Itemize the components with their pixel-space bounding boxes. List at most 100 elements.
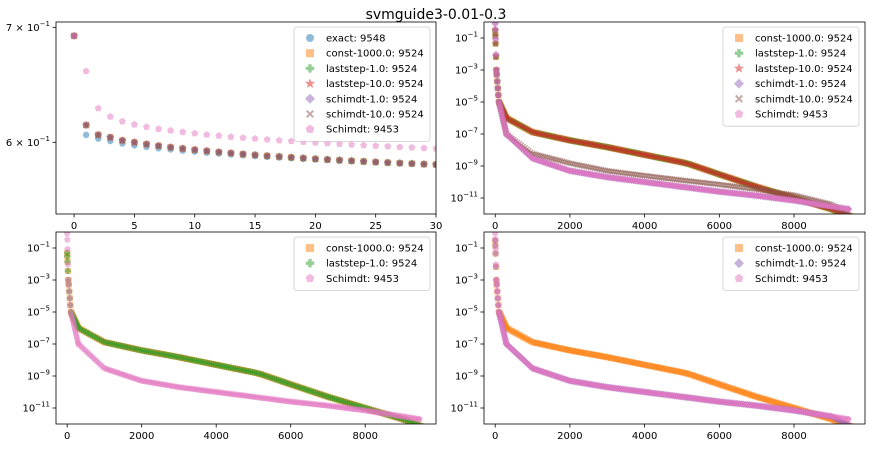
data-point	[420, 144, 428, 152]
legend: exact: 9548 const-1000.0: 9524 laststep-1.…	[293, 26, 431, 142]
data-point	[420, 160, 428, 168]
x-tick-label: 8000	[781, 431, 806, 442]
data-point	[492, 26, 499, 33]
legend-marker	[306, 49, 314, 58]
data-point	[360, 141, 368, 149]
data-point	[64, 261, 72, 268]
data-point	[131, 139, 138, 146]
x-tick-label: 8000	[352, 431, 377, 442]
legend-label: laststep-1.0: 9524	[326, 64, 417, 75]
y-tick-label: 10−9	[455, 369, 478, 383]
data-point	[492, 236, 499, 243]
data-point	[95, 131, 102, 139]
data-point	[251, 151, 259, 159]
x-tick-label: 5	[131, 221, 137, 232]
y-tick-label: 10−3	[455, 273, 478, 287]
data-point	[416, 415, 423, 422]
y-tick-label: 10−1	[27, 241, 50, 255]
data-point	[179, 145, 186, 152]
x-tick-label: 0	[64, 431, 70, 442]
legend-label: laststep-1.0: 9524	[326, 259, 417, 270]
plot-area	[69, 31, 436, 169]
data-point	[432, 161, 436, 168]
data-point	[107, 134, 114, 141]
legend-marker	[734, 78, 744, 89]
data-point	[396, 159, 404, 167]
data-point	[215, 132, 223, 139]
data-point	[64, 249, 71, 256]
series-5	[491, 22, 852, 212]
data-point	[82, 131, 90, 139]
legend-marker	[735, 34, 743, 42]
legend-marker	[734, 109, 744, 118]
legend-marker	[304, 78, 316, 88]
legend-label: Schimdt: 9453	[755, 274, 828, 285]
legend-label: schimdt-10.0: 9524	[755, 94, 853, 105]
data-point	[167, 126, 175, 134]
data-point	[63, 232, 71, 237]
data-point	[142, 123, 150, 130]
data-point	[511, 119, 520, 127]
x-tick-label: 0	[492, 221, 498, 232]
y-tick-label: 10−3	[455, 63, 478, 77]
subplot-top-left: 0 5 10 15 20 25 30 6 × 10−1 7 × 10−1 exact: 9548 c…	[6, 20, 443, 232]
legend-label: Schimdt: 9453	[326, 125, 399, 136]
data-point	[845, 415, 852, 422]
data-point	[275, 136, 283, 144]
legend-marker	[305, 273, 315, 283]
data-point	[493, 287, 501, 295]
data-point	[275, 153, 283, 160]
x-tick-label: 10	[188, 221, 201, 232]
data-point	[82, 67, 90, 75]
legend-label: Schimdt: 9453	[326, 274, 399, 285]
legend-marker	[306, 110, 314, 118]
x-tick-label: 0	[492, 431, 498, 442]
data-point	[513, 120, 522, 128]
data-point	[191, 146, 198, 153]
data-point	[495, 91, 502, 98]
x-tick-label: 20	[309, 221, 322, 232]
axes-frame	[55, 231, 437, 425]
y-tick-label: 10−9	[455, 159, 478, 173]
data-point	[491, 232, 499, 237]
data-point	[130, 120, 138, 128]
legend: const-1000.0: 9524 laststep-1.0: 9524 Schi…	[293, 236, 431, 291]
y-tick-label: 10−11	[450, 191, 478, 205]
y-tick-label: 10−3	[27, 273, 50, 287]
x-tick-label: 2000	[557, 221, 582, 232]
data-point	[65, 276, 72, 283]
data-point	[360, 158, 367, 165]
subplot-top-right: 0 2000 4000 6000 8000 10−11 10−9 10−7 10−5 10−3 10…	[450, 21, 866, 232]
x-tick-label: 2000	[557, 431, 582, 442]
y-tick-label: 10−7	[27, 337, 50, 351]
legend-marker	[734, 258, 744, 269]
data-point	[504, 114, 513, 123]
data-point	[263, 135, 271, 143]
data-point	[492, 40, 499, 47]
legend-frame	[722, 26, 860, 127]
data-point	[143, 140, 150, 148]
y-tick-label: 10−1	[455, 31, 478, 45]
legend-label: const-1000.0: 9524	[326, 244, 424, 255]
data-point	[118, 117, 126, 125]
y-tick-label: 10−1	[455, 241, 478, 255]
x-tick-label: 25	[369, 221, 382, 232]
data-point	[492, 35, 499, 42]
legend-label: schimdt-10.0: 9524	[326, 110, 424, 121]
legend-marker	[305, 64, 315, 73]
data-point	[845, 205, 852, 212]
data-point	[348, 157, 355, 164]
data-point	[66, 294, 74, 302]
data-point	[384, 142, 392, 150]
x-tick-label: 8000	[781, 221, 806, 232]
data-point	[517, 122, 526, 130]
legend-label: const-1000.0: 9524	[755, 34, 853, 45]
y-tick-label: 10−5	[27, 305, 50, 319]
data-point	[372, 142, 380, 149]
data-point	[372, 158, 379, 166]
data-point	[510, 118, 518, 126]
data-point	[348, 140, 356, 148]
data-point	[502, 113, 511, 122]
data-point	[64, 267, 72, 275]
data-point	[203, 147, 210, 155]
